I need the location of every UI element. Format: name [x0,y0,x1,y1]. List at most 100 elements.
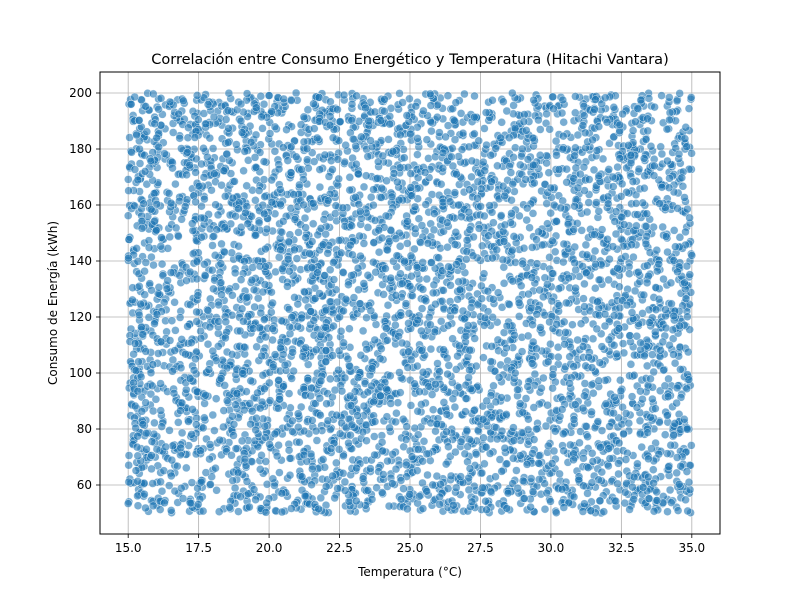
data-point [597,225,607,234]
data-point [660,430,670,439]
data-point [181,202,190,211]
data-point [516,160,525,170]
data-point [523,382,533,391]
data-point [251,495,260,504]
data-point [228,291,237,300]
data-point [602,117,612,127]
data-point [211,394,221,403]
data-point [385,119,394,129]
data-point [686,93,696,102]
data-point [359,279,369,288]
data-point [601,399,611,409]
data-point [249,285,259,295]
data-point [436,243,445,253]
data-point [680,278,689,288]
data-point [592,198,601,207]
data-point [400,256,409,266]
data-point [615,120,625,130]
data-point [147,451,156,460]
data-point [160,498,169,508]
data-point [611,496,620,506]
data-point [666,440,676,450]
data-point [444,361,454,370]
data-point [253,388,262,398]
data-point [613,479,622,489]
data-point [559,117,568,127]
data-point [137,407,147,416]
data-point [345,391,355,401]
data-point [191,354,200,364]
data-point [165,336,175,345]
data-point [347,116,356,125]
data-point [683,204,692,214]
data-point [667,498,676,507]
data-point [386,273,396,283]
data-point [237,436,247,446]
data-point [346,240,355,250]
data-point [208,144,218,153]
data-point [529,403,539,412]
data-point [316,493,326,503]
data-point [442,410,452,419]
data-point [551,426,560,436]
data-point [210,169,219,178]
data-point [685,485,695,494]
data-point [634,164,644,174]
data-point [259,175,269,184]
data-point [465,464,475,473]
data-point [260,192,269,201]
data-point [614,469,623,479]
data-point [454,152,463,161]
data-point [250,302,259,312]
data-point [325,265,335,275]
data-point [264,91,274,100]
data-point [580,128,590,138]
data-point [309,157,319,166]
data-point [571,400,580,409]
data-point [381,264,390,273]
data-point [649,171,659,180]
data-point [377,233,387,243]
data-point [260,209,269,219]
data-point [663,411,672,420]
data-point [152,199,162,209]
data-point [530,369,540,379]
data-point [594,206,604,216]
data-point [150,119,159,128]
data-point [670,358,680,368]
data-point [489,295,498,304]
data-point [462,426,472,436]
data-point [394,195,404,205]
data-point [325,120,335,130]
data-point [336,248,346,258]
data-point [184,417,193,426]
data-point [570,151,579,161]
data-point [443,91,453,100]
data-point [148,501,158,511]
data-point [442,353,452,363]
data-point [252,342,261,352]
data-point [321,346,331,355]
data-point [130,401,140,411]
data-point [465,185,474,194]
data-point [450,306,459,315]
data-point [359,182,369,192]
data-point [348,250,357,260]
data-point [231,211,240,221]
data-point [667,299,676,309]
data-point [554,352,563,362]
data-point [242,181,251,191]
data-point [177,428,187,438]
data-point [260,280,270,289]
data-point [491,472,500,481]
data-point [135,159,145,168]
data-point [377,488,387,497]
data-point [150,319,159,328]
data-point [323,249,332,258]
data-point [277,316,286,326]
data-point [366,464,375,473]
data-point [237,128,247,137]
data-point [270,429,280,439]
data-point [412,466,422,475]
data-point [229,420,239,429]
